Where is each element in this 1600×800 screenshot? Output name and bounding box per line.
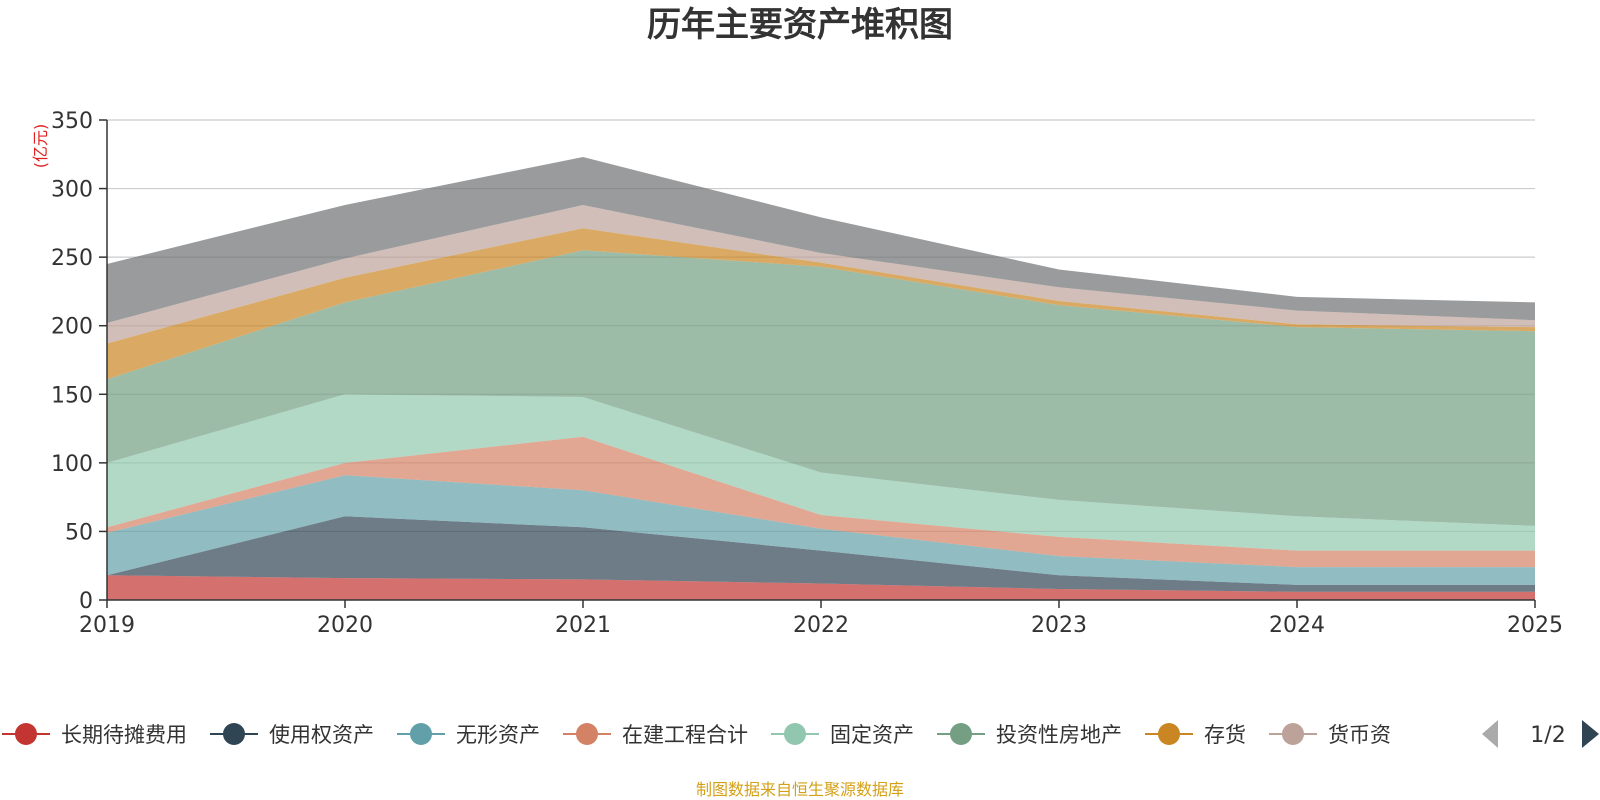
legend-item[interactable]: 使用权资产 [210,723,374,747]
legend-item[interactable]: 固定资产 [771,723,914,747]
area-series-1[interactable] [107,516,1535,592]
area-series-3[interactable] [107,436,1535,568]
legend-next-icon[interactable] [1582,720,1599,748]
legend-prev-icon[interactable] [1482,720,1498,748]
area-series-4[interactable] [107,394,1535,551]
legend-page-indicator: 1/2 [1530,723,1565,748]
legend-label: 在建工程合计 [622,723,748,747]
y-tick-label: 0 [79,589,93,614]
x-tick-label: 2024 [1269,613,1325,638]
y-tick-label: 200 [51,315,93,340]
legend-marker [410,723,432,745]
legend-item[interactable]: 存货 [1145,723,1246,747]
x-tick-label: 2019 [79,613,135,638]
legend-label: 货币资 [1328,723,1391,747]
legend-item[interactable]: 投资性房地产 [937,723,1122,747]
axes: 0 50 100 150 200 250 300 350 2019 2020 2021 2022 202… [51,109,1563,638]
legend-item[interactable]: 无形资产 [397,723,540,747]
legend-pager-mask [1478,710,1600,760]
area-series-6[interactable] [107,228,1535,380]
y-tick-label: 250 [51,246,93,271]
y-tick-label: 300 [51,178,93,203]
x-tick-label: 2022 [793,613,849,638]
area-series-7[interactable] [107,205,1535,344]
x-tick-label: 2023 [1031,613,1087,638]
y-tick-label: 50 [65,520,93,545]
y-axis-unit: (亿元) [31,124,50,169]
x-tick-label: 2021 [555,613,611,638]
y-tick-label: 100 [51,452,93,477]
source-note: 制图数据来自恒生聚源数据库 [696,780,904,799]
y-tick-label: 350 [51,109,93,134]
legend-label: 固定资产 [830,723,914,747]
legend-item[interactable]: 长期待摊费用 [2,723,187,747]
legend-label: 使用权资产 [269,723,374,747]
legend-item[interactable]: 在建工程合计 [563,723,748,747]
legend-marker [15,723,37,745]
legend-marker [784,723,806,745]
chart-title: 历年主要资产堆积图 [647,5,953,45]
x-tick-label: 2025 [1507,613,1563,638]
x-tick-label: 2020 [317,613,373,638]
area-series-0[interactable] [107,575,1535,600]
legend: 长期待摊费用 使用权资产 无形资产 在建工程合计 固定资产 投资性房地产 存货 货币资 1/2 [2,710,1600,760]
legend-label: 无形资产 [456,723,540,747]
legend-marker [1282,723,1304,745]
legend-label: 存货 [1204,723,1246,747]
y-tick-label: 150 [51,383,93,408]
area-series [107,157,1535,600]
legend-marker [223,723,245,745]
area-series-2[interactable] [107,475,1535,585]
legend-marker [576,723,598,745]
area-series-8[interactable] [107,157,1535,323]
legend-label: 投资性房地产 [996,723,1122,747]
legend-item[interactable]: 货币资 [1269,723,1391,747]
legend-marker [950,723,972,745]
legend-label: 长期待摊费用 [61,723,187,747]
area-series-5[interactable] [107,250,1535,526]
legend-marker [1158,723,1180,745]
